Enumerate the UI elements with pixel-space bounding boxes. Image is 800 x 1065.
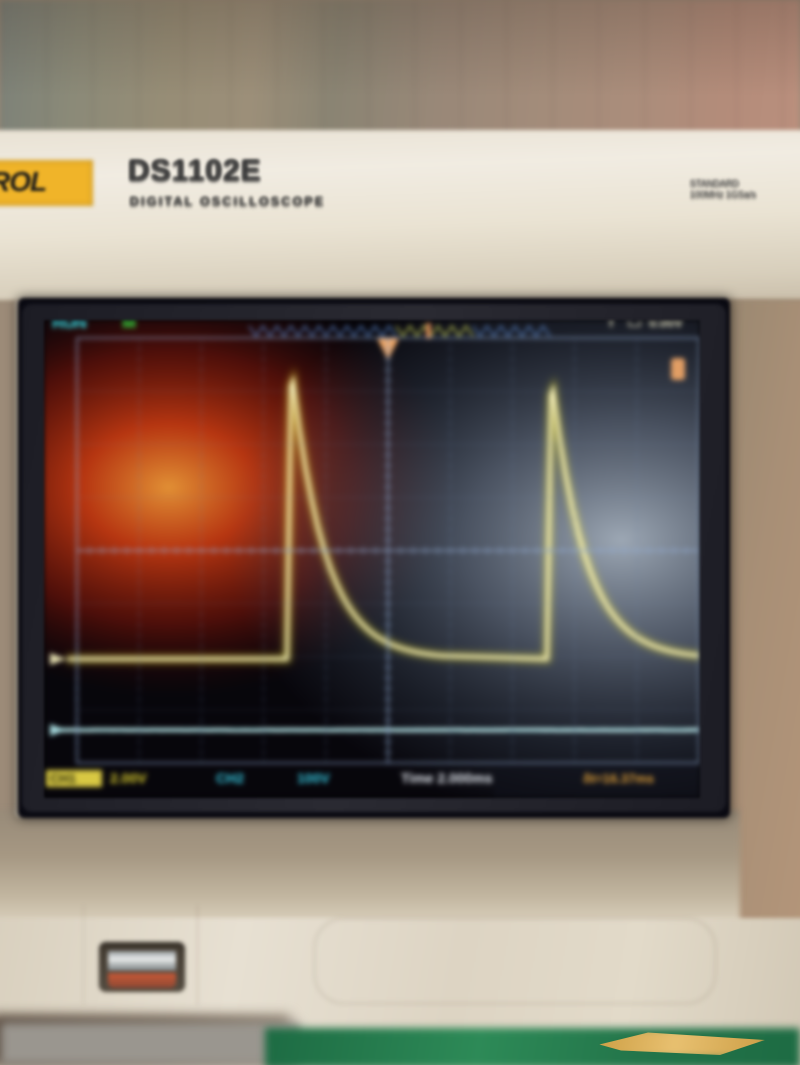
svg-text:Time 2.000ms: Time 2.000ms [401,770,493,786]
svg-text:M: M [122,320,136,332]
svg-text:CH1: CH1 [50,771,76,786]
svg-text:100V: 100V [297,770,330,786]
svg-text:2.00V: 2.00V [110,770,147,786]
svg-text:0.00V: 0.00V [649,320,683,330]
svg-text:CH2: CH2 [216,770,244,786]
svg-text:RUN: RUN [52,320,87,332]
svg-text:f: f [609,320,614,330]
svg-text:δt=16.37ms: δt=16.37ms [583,771,654,786]
